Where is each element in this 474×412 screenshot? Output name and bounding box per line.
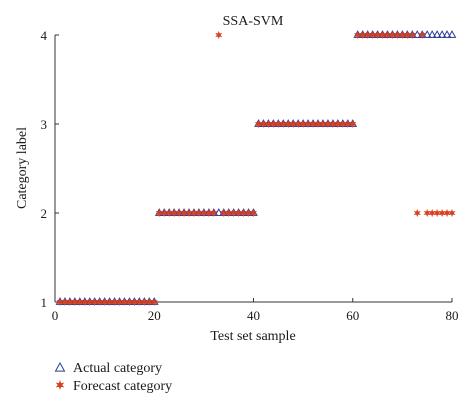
forecast-point <box>349 119 357 129</box>
forecast-point <box>423 208 431 218</box>
legend-forecast-label: Forecast category <box>73 379 172 394</box>
forecast-point <box>438 208 446 218</box>
forecast-point <box>215 30 223 40</box>
actual-point <box>214 208 224 216</box>
plot-axes <box>54 35 452 303</box>
y-tick-label: 1 <box>41 295 48 310</box>
y-tick-label: 4 <box>41 28 48 43</box>
forecast-point <box>428 208 436 218</box>
legend: Actual category Forecast category <box>54 361 172 394</box>
actual-point <box>437 30 447 38</box>
forecast-point <box>448 208 456 218</box>
y-tick-label: 2 <box>41 206 48 221</box>
forecast-point <box>413 208 421 218</box>
legend-actual-marker <box>54 361 66 372</box>
x-tick-label: 80 <box>446 308 459 323</box>
forecast-point <box>249 208 258 218</box>
forecast-point <box>210 208 218 218</box>
legend-actual-label: Actual category <box>73 361 162 376</box>
actual-point <box>432 30 442 38</box>
y-axis-label: Category label <box>15 127 30 209</box>
forecast-point <box>408 30 416 40</box>
x-tick-label: 20 <box>148 308 161 323</box>
legend-forecast-marker <box>55 380 65 390</box>
actual-point <box>447 30 457 38</box>
chart-title: SSA-SVM <box>223 14 284 29</box>
x-tick-label: 40 <box>247 308 260 323</box>
forecast-point <box>418 30 426 40</box>
forecast-point <box>443 208 451 218</box>
actual-point <box>412 30 422 38</box>
forecast-point <box>433 208 441 218</box>
actual-point <box>422 30 432 38</box>
x-tick-label: 60 <box>346 308 359 323</box>
actual-point <box>427 30 437 38</box>
y-tick-label: 3 <box>41 117 48 132</box>
actual-point <box>442 30 452 38</box>
forecast-point <box>150 297 158 307</box>
x-tick-label: 0 <box>52 308 59 323</box>
x-axis-label: Test set sample <box>210 329 295 344</box>
